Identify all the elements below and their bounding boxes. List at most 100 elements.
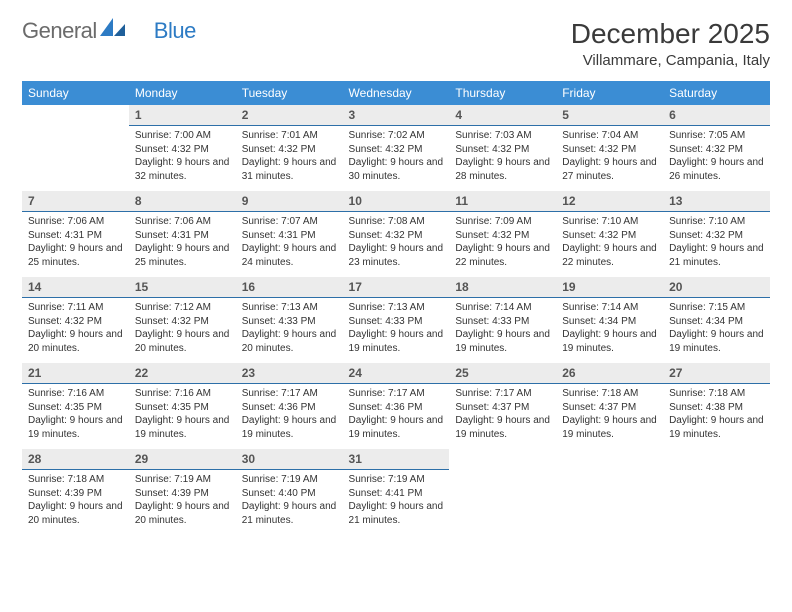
calendar-day-cell: 11Sunrise: 7:09 AMSunset: 4:32 PMDayligh… [449,191,556,277]
sunrise-text: Sunrise: 7:19 AM [242,473,337,487]
calendar-day-cell: 27Sunrise: 7:18 AMSunset: 4:38 PMDayligh… [663,363,770,449]
sunset-text: Sunset: 4:32 PM [135,143,230,157]
sunset-text: Sunset: 4:33 PM [455,315,550,329]
day-number: 1 [129,105,236,126]
day-details: Sunrise: 7:16 AMSunset: 4:35 PMDaylight:… [129,384,236,449]
daylight-text: Daylight: 9 hours and 27 minutes. [562,156,657,183]
sunrise-text: Sunrise: 7:00 AM [135,129,230,143]
day-details: Sunrise: 7:16 AMSunset: 4:35 PMDaylight:… [22,384,129,449]
daylight-text: Daylight: 9 hours and 20 minutes. [135,500,230,527]
weekday-header: Sunday [22,81,129,105]
calendar-table: Sunday Monday Tuesday Wednesday Thursday… [22,81,770,535]
day-number: 30 [236,449,343,470]
day-details: Sunrise: 7:17 AMSunset: 4:36 PMDaylight:… [236,384,343,449]
day-number: 2 [236,105,343,126]
sunset-text: Sunset: 4:35 PM [135,401,230,415]
calendar-day-cell: 19Sunrise: 7:14 AMSunset: 4:34 PMDayligh… [556,277,663,363]
day-details [449,455,556,513]
sunrise-text: Sunrise: 7:10 AM [562,215,657,229]
day-details: Sunrise: 7:10 AMSunset: 4:32 PMDaylight:… [663,212,770,277]
sunrise-text: Sunrise: 7:18 AM [28,473,123,487]
calendar-day-cell: 21Sunrise: 7:16 AMSunset: 4:35 PMDayligh… [22,363,129,449]
day-details: Sunrise: 7:03 AMSunset: 4:32 PMDaylight:… [449,126,556,191]
sunset-text: Sunset: 4:41 PM [349,487,444,501]
calendar-day-cell: 30Sunrise: 7:19 AMSunset: 4:40 PMDayligh… [236,449,343,535]
logo-sail-icon [100,18,126,44]
day-details: Sunrise: 7:08 AMSunset: 4:32 PMDaylight:… [343,212,450,277]
calendar-day-cell: 13Sunrise: 7:10 AMSunset: 4:32 PMDayligh… [663,191,770,277]
sunset-text: Sunset: 4:32 PM [669,229,764,243]
sunrise-text: Sunrise: 7:06 AM [135,215,230,229]
calendar-day-cell: 20Sunrise: 7:15 AMSunset: 4:34 PMDayligh… [663,277,770,363]
sunset-text: Sunset: 4:34 PM [669,315,764,329]
day-details: Sunrise: 7:12 AMSunset: 4:32 PMDaylight:… [129,298,236,363]
daylight-text: Daylight: 9 hours and 32 minutes. [135,156,230,183]
sunrise-text: Sunrise: 7:16 AM [28,387,123,401]
sunset-text: Sunset: 4:37 PM [455,401,550,415]
calendar-day-cell: 29Sunrise: 7:19 AMSunset: 4:39 PMDayligh… [129,449,236,535]
day-number: 21 [22,363,129,384]
sunset-text: Sunset: 4:39 PM [28,487,123,501]
day-number: 29 [129,449,236,470]
sunset-text: Sunset: 4:39 PM [135,487,230,501]
daylight-text: Daylight: 9 hours and 21 minutes. [349,500,444,527]
sunset-text: Sunset: 4:31 PM [28,229,123,243]
daylight-text: Daylight: 9 hours and 26 minutes. [669,156,764,183]
sunset-text: Sunset: 4:37 PM [562,401,657,415]
day-number: 19 [556,277,663,298]
sunrise-text: Sunrise: 7:18 AM [562,387,657,401]
sunrise-text: Sunrise: 7:05 AM [669,129,764,143]
sunset-text: Sunset: 4:32 PM [349,229,444,243]
daylight-text: Daylight: 9 hours and 23 minutes. [349,242,444,269]
day-number: 4 [449,105,556,126]
sunrise-text: Sunrise: 7:14 AM [562,301,657,315]
sunrise-text: Sunrise: 7:14 AM [455,301,550,315]
calendar-day-cell: 8Sunrise: 7:06 AMSunset: 4:31 PMDaylight… [129,191,236,277]
calendar-day-cell: 18Sunrise: 7:14 AMSunset: 4:33 PMDayligh… [449,277,556,363]
sunrise-text: Sunrise: 7:12 AM [135,301,230,315]
daylight-text: Daylight: 9 hours and 20 minutes. [28,500,123,527]
day-number: 23 [236,363,343,384]
day-number: 20 [663,277,770,298]
weekday-header: Thursday [449,81,556,105]
daylight-text: Daylight: 9 hours and 20 minutes. [135,328,230,355]
daylight-text: Daylight: 9 hours and 19 minutes. [349,328,444,355]
calendar-day-cell: 16Sunrise: 7:13 AMSunset: 4:33 PMDayligh… [236,277,343,363]
sunset-text: Sunset: 4:32 PM [669,143,764,157]
day-details: Sunrise: 7:17 AMSunset: 4:36 PMDaylight:… [343,384,450,449]
sunset-text: Sunset: 4:36 PM [242,401,337,415]
calendar-day-cell: 12Sunrise: 7:10 AMSunset: 4:32 PMDayligh… [556,191,663,277]
day-details: Sunrise: 7:11 AMSunset: 4:32 PMDaylight:… [22,298,129,363]
day-number: 10 [343,191,450,212]
calendar-day-cell: 3Sunrise: 7:02 AMSunset: 4:32 PMDaylight… [343,105,450,191]
location-text: Villammare, Campania, Italy [571,52,770,69]
calendar-day-cell: 23Sunrise: 7:17 AMSunset: 4:36 PMDayligh… [236,363,343,449]
day-details: Sunrise: 7:05 AMSunset: 4:32 PMDaylight:… [663,126,770,191]
day-details: Sunrise: 7:19 AMSunset: 4:41 PMDaylight:… [343,470,450,535]
title-block: December 2025 Villammare, Campania, Ital… [571,18,770,69]
sunset-text: Sunset: 4:38 PM [669,401,764,415]
weekday-header: Tuesday [236,81,343,105]
day-details: Sunrise: 7:01 AMSunset: 4:32 PMDaylight:… [236,126,343,191]
calendar-day-cell [556,449,663,535]
sunset-text: Sunset: 4:32 PM [242,143,337,157]
daylight-text: Daylight: 9 hours and 25 minutes. [28,242,123,269]
day-details: Sunrise: 7:04 AMSunset: 4:32 PMDaylight:… [556,126,663,191]
calendar-week-row: 28Sunrise: 7:18 AMSunset: 4:39 PMDayligh… [22,449,770,535]
day-number: 25 [449,363,556,384]
day-details: Sunrise: 7:17 AMSunset: 4:37 PMDaylight:… [449,384,556,449]
sunset-text: Sunset: 4:33 PM [242,315,337,329]
sunrise-text: Sunrise: 7:19 AM [349,473,444,487]
day-number: 31 [343,449,450,470]
sunset-text: Sunset: 4:31 PM [135,229,230,243]
day-number: 9 [236,191,343,212]
daylight-text: Daylight: 9 hours and 19 minutes. [242,414,337,441]
calendar-day-cell: 14Sunrise: 7:11 AMSunset: 4:32 PMDayligh… [22,277,129,363]
calendar-day-cell: 10Sunrise: 7:08 AMSunset: 4:32 PMDayligh… [343,191,450,277]
logo-text-blue: Blue [154,18,196,44]
day-details: Sunrise: 7:14 AMSunset: 4:33 PMDaylight:… [449,298,556,363]
day-number: 3 [343,105,450,126]
daylight-text: Daylight: 9 hours and 28 minutes. [455,156,550,183]
day-details: Sunrise: 7:14 AMSunset: 4:34 PMDaylight:… [556,298,663,363]
calendar-week-row: 1Sunrise: 7:00 AMSunset: 4:32 PMDaylight… [22,105,770,191]
